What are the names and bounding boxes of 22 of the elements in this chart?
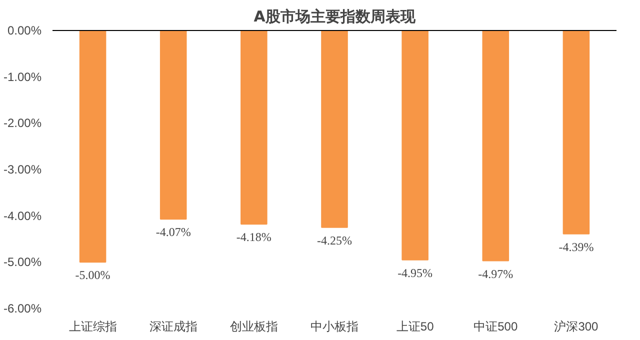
data-label: -4.95%: [398, 266, 433, 280]
x-tick-label: 中小板指: [310, 320, 358, 334]
chart-title: A股市场主要指数周表现: [254, 8, 416, 26]
x-tick-label: 创业板指: [230, 320, 278, 334]
data-label: -4.97%: [478, 266, 514, 281]
x-tick-label: 上证综指: [68, 320, 117, 334]
data-label: -4.25%: [317, 233, 352, 248]
x-tick-label: 中证500: [474, 320, 518, 334]
data-label: -5.00%: [75, 268, 110, 282]
y-tick-label: -6.00%: [3, 302, 42, 316]
x-tick-label: 上证50: [396, 320, 434, 334]
data-label: -4.18%: [236, 230, 272, 244]
y-tick-label: -2.00%: [3, 116, 42, 130]
y-tick-label: -1.00%: [3, 70, 42, 84]
y-tick-label: 0.00%: [7, 24, 42, 38]
data-label: -4.39%: [558, 240, 594, 254]
y-tick-label: -4.00%: [3, 208, 42, 223]
data-label: -4.07%: [156, 225, 191, 240]
x-tick-label: 深证成指: [149, 320, 198, 334]
y-tick-label: -3.00%: [3, 162, 42, 176]
y-tick-label: -5.00%: [3, 255, 42, 270]
x-tick-label: 沪深300: [554, 320, 599, 334]
